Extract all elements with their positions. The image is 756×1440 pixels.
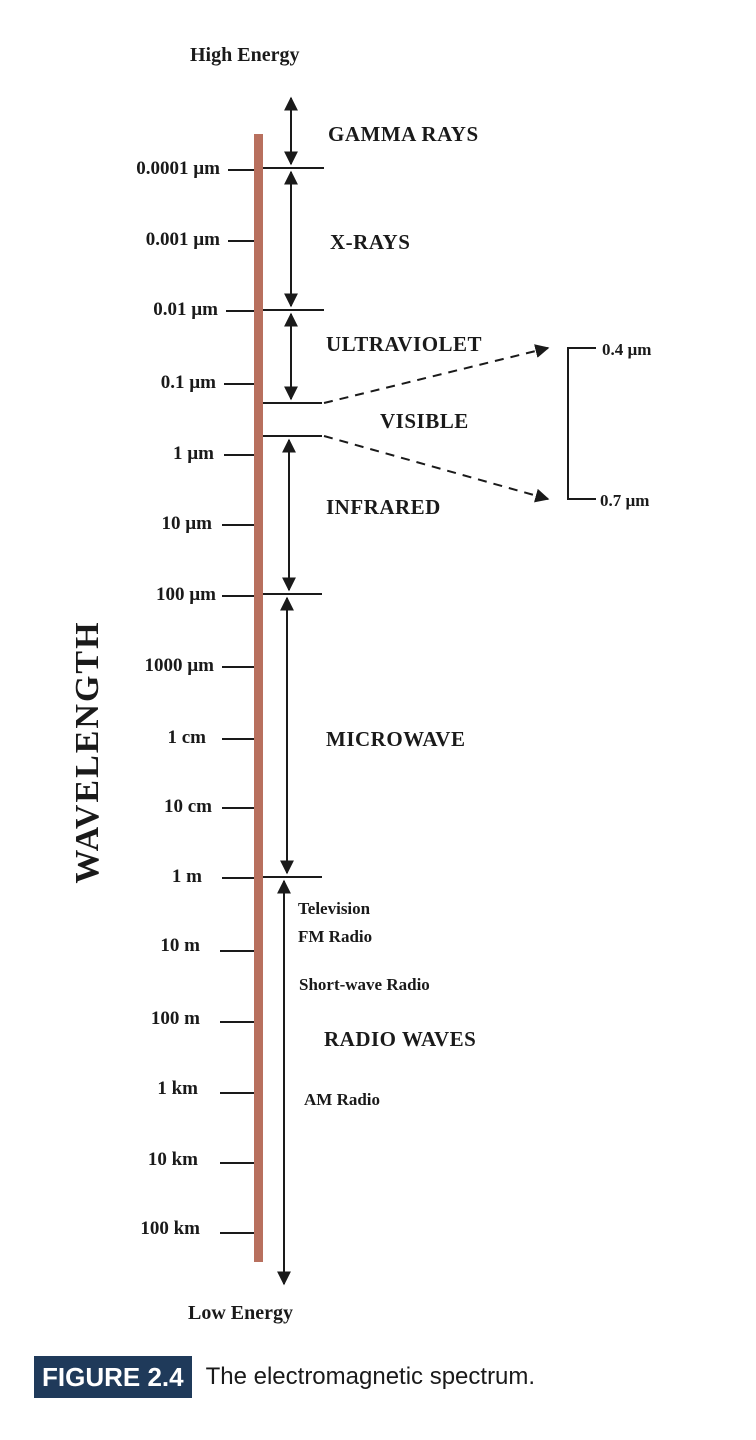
- band-ultraviolet: ULTRAVIOLET: [326, 332, 483, 356]
- scale-label-100-um: 100 µm: [155, 584, 216, 605]
- scale-label-0-0001-um: 0.0001 µm: [136, 158, 220, 179]
- scale-tick: [222, 595, 254, 597]
- scale-tick: [222, 877, 254, 879]
- scale-label-10-m: 10 m: [160, 935, 200, 956]
- scale-label-100-km: 100 km: [140, 1218, 200, 1239]
- scale-tick: [220, 1021, 254, 1023]
- scale-label-1-km: 1 km: [157, 1078, 198, 1099]
- scale-label-1-um: 1 µm: [172, 443, 214, 464]
- scale-tick: [220, 1232, 254, 1234]
- scale-label-0-1-um: 0.1 µm: [160, 372, 216, 393]
- scale-tick: [224, 454, 254, 456]
- figure-caption: FIGURE 2.4 The electromagnetic spectrum.: [34, 1356, 535, 1398]
- scale-tick: [222, 807, 254, 809]
- band-microwave: MICROWAVE: [326, 727, 466, 751]
- visible-upper-value: 0.4 µm: [602, 340, 652, 359]
- scale-label-10-um: 10 µm: [161, 513, 212, 534]
- band-radio-waves: RADIO WAVES: [324, 1027, 477, 1051]
- band-gamma-rays: GAMMA RAYS: [328, 122, 479, 146]
- scale-tick: [220, 1092, 254, 1094]
- scale-label-1-cm: 1 cm: [167, 727, 206, 748]
- figure-caption-text: The electromagnetic spectrum.: [205, 1363, 536, 1390]
- scale-label-10-km: 10 km: [147, 1149, 198, 1170]
- figure-number: FIGURE 2.4: [34, 1356, 192, 1398]
- visible-lower-value: 0.7 µm: [600, 491, 650, 510]
- radio-use-am: AM Radio: [304, 1090, 381, 1109]
- scale-tick: [222, 524, 254, 526]
- radio-use-shortwave: Short-wave Radio: [299, 975, 430, 994]
- scale-tick: [220, 1162, 254, 1164]
- scale-tick: [224, 383, 254, 385]
- visible-upper-dash: [323, 344, 550, 404]
- wavelength-ruler: [254, 134, 263, 1262]
- scale-tick: [222, 666, 254, 668]
- scale-label-1-m: 1 m: [171, 866, 202, 887]
- scale-tick: [228, 240, 254, 242]
- band-visible: VISIBLE: [380, 409, 469, 433]
- band-infrared: INFRARED: [326, 495, 441, 519]
- scale-tick: [228, 169, 254, 171]
- scale-tick: [220, 950, 254, 952]
- scale-label-10-cm: 10 cm: [163, 796, 212, 817]
- visible-lower-dash: [323, 435, 550, 503]
- band-x-rays: X-RAYS: [330, 230, 411, 254]
- scale-label-100-m: 100 m: [150, 1008, 200, 1029]
- scale-tick: [226, 310, 254, 312]
- radio-use-fm: FM Radio: [298, 927, 373, 946]
- scale-label-0-001-um: 0.001 µm: [145, 229, 220, 250]
- scale-label-0-01-um: 0.01 µm: [153, 299, 218, 320]
- high-energy-label: High Energy: [190, 44, 300, 66]
- scale-tick: [222, 738, 254, 740]
- low-energy-label: Low Energy: [188, 1302, 293, 1324]
- scale-label-1000-um: 1000 µm: [144, 655, 214, 676]
- visible-range-bracket: [567, 347, 596, 500]
- radio-use-television: Television: [298, 899, 371, 918]
